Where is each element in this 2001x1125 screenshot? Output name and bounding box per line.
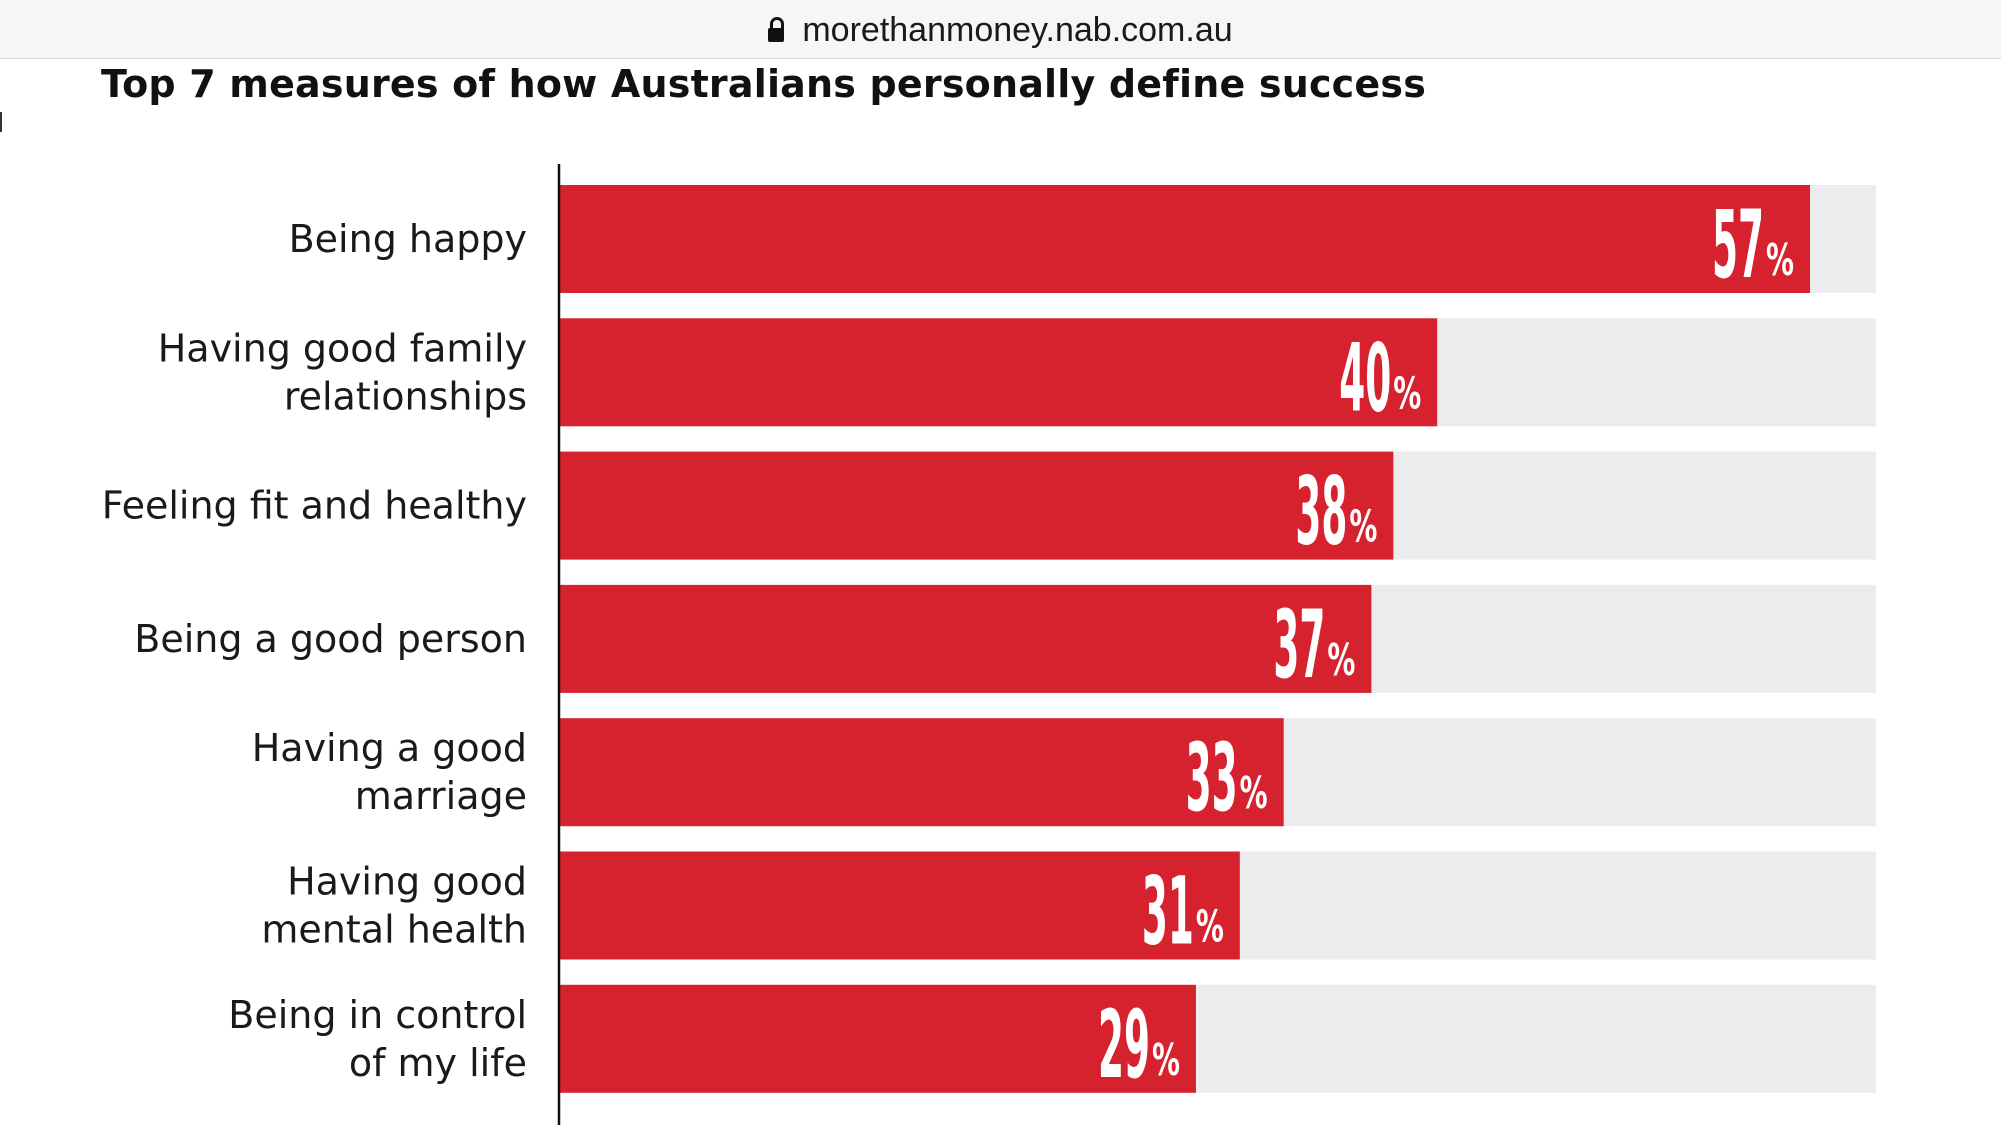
category-label: Having a good <box>252 726 527 770</box>
value-label: 37 <box>1273 591 1325 700</box>
value-percent-sign: % <box>1152 1035 1180 1086</box>
bar <box>560 984 1196 1093</box>
value-percent-sign: % <box>1196 902 1224 953</box>
value-label: 38 <box>1295 458 1347 567</box>
category-label: Being happy <box>289 217 527 261</box>
bars <box>560 185 1810 1093</box>
bar <box>560 318 1438 427</box>
value-percent-sign: % <box>1766 235 1794 286</box>
lock-icon <box>768 17 785 42</box>
category-label: relationships <box>284 374 527 418</box>
page-edge-marker <box>0 112 5 132</box>
value-percent-sign: % <box>1327 635 1355 686</box>
chart-title: Top 7 measures of how Australians person… <box>101 62 1427 106</box>
bar <box>560 451 1394 560</box>
category-label: Being in control <box>228 993 527 1037</box>
value-label: 40 <box>1339 324 1391 433</box>
category-label: Feeling fit and healthy <box>102 484 527 528</box>
category-labels: Being happy Having good familyrelationshi… <box>102 217 527 1085</box>
bar <box>560 718 1284 827</box>
bar <box>560 851 1240 960</box>
value-label: 29 <box>1098 991 1150 1100</box>
bar <box>560 584 1372 693</box>
value-percent-sign: % <box>1240 768 1268 819</box>
value-percent-sign: % <box>1393 368 1421 419</box>
category-label: mental health <box>261 908 527 952</box>
category-label: Having good family <box>158 326 527 370</box>
category-label: Being a good person <box>134 617 527 661</box>
value-label: 31 <box>1142 858 1194 967</box>
category-label: marriage <box>355 774 527 818</box>
browser-address-bar[interactable]: morethanmoney.nab.com.au <box>0 0 2001 59</box>
category-label: Having good <box>287 860 527 904</box>
address-bar-content: morethanmoney.nab.com.au <box>0 8 2001 52</box>
value-labels: 57 %40 %38 %37 %33 %31 %29% <box>1098 191 1794 1100</box>
value-label: 57 <box>1712 191 1764 300</box>
value-label: 33 <box>1186 724 1238 833</box>
value-percent-sign: % <box>1349 502 1377 553</box>
url-text: morethanmoney.nab.com.au <box>802 11 1233 49</box>
category-label: of my life <box>349 1041 527 1085</box>
bar <box>560 185 1810 293</box>
